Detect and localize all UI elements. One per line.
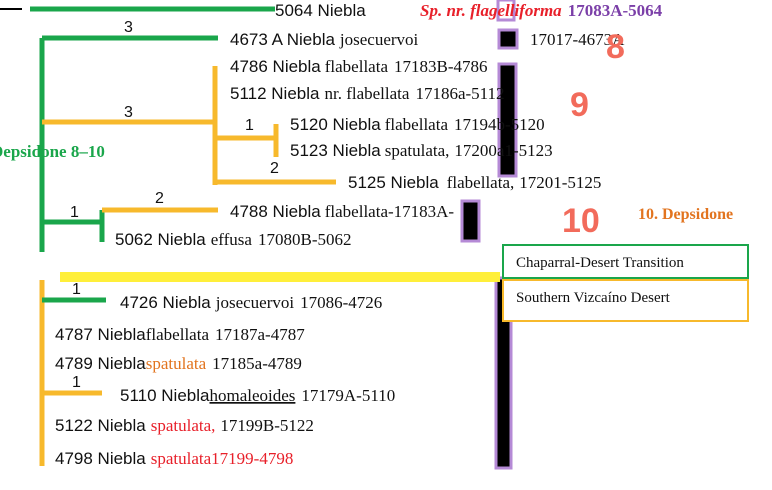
species: flabellata [385, 115, 449, 134]
taxon-label: 4787 Nieblaflabellata 17187a-4787 [55, 325, 305, 344]
group-number: 8 [606, 28, 625, 66]
support: 2 [155, 190, 164, 207]
taxon-name: 4787 Niebla [55, 325, 146, 344]
species: josecuervoi [215, 293, 295, 312]
taxon-label: 5125 Niebla flabellata, 17201-5125 [348, 173, 601, 192]
code: 17179A-5110 [301, 386, 395, 405]
support: 1 [72, 281, 81, 298]
support: 1 [245, 117, 254, 134]
bar [460, 199, 481, 243]
support: 1 [70, 204, 79, 221]
species: flabellata [325, 57, 389, 76]
support: 3 [124, 19, 133, 36]
bar [497, 62, 518, 178]
species: nr. flabellata [324, 84, 409, 103]
taxon-name: 4786 Niebla [230, 57, 321, 76]
code: 17187a-4787 [215, 325, 305, 344]
taxon-name: 5062 Niebla [115, 230, 206, 249]
clade-label: 10. Depsidone [638, 206, 733, 223]
taxon-name: 5110 Niebla [120, 386, 210, 405]
legend-box [502, 244, 749, 279]
taxon-label: 5120 Niebla flabellata 17194b-5120 [290, 115, 545, 134]
support: 2 [270, 160, 279, 177]
species: flabellata, [447, 173, 515, 192]
species: spatulata [146, 354, 207, 373]
code: 17185a-4789 [212, 354, 302, 373]
group-number: 10 [562, 202, 600, 240]
taxon-name: 5064 Niebla [275, 1, 366, 20]
taxon-name: 4673 A Niebla [230, 30, 335, 49]
code: 17080B-5062 [258, 230, 352, 249]
taxon-name: 5122 Niebla [55, 416, 146, 435]
bar [497, 28, 519, 50]
taxon-label: 5110 Nieblahomaleoides 17179A-5110 [120, 386, 395, 405]
species: spatulata17199-4798 [151, 449, 294, 468]
code: 17199B-5122 [220, 416, 314, 435]
code: 17200a1-5123 [454, 141, 552, 160]
support: 3 [124, 104, 133, 121]
code: 17194b-5120 [454, 115, 545, 134]
taxon-label: 5112 Niebla nr. flabellata 17186a-5112 [230, 84, 505, 103]
taxon-label: 5062 Niebla effusa 17080B-5062 [115, 230, 351, 249]
legend-box [502, 279, 749, 322]
taxon-name: 5120 Niebla [290, 115, 381, 134]
species: spatulata, [151, 416, 216, 435]
clade-label: Depsidone 8–10 [0, 142, 105, 161]
taxon-name: 5125 Niebla [348, 173, 439, 192]
species: effusa [211, 230, 253, 249]
taxon-label: 5122 Niebla spatulata, 17199B-5122 [55, 416, 314, 435]
highlight [60, 272, 500, 282]
code: 17017-4673A [530, 30, 625, 49]
taxon-label: 5064 Niebla Sp. nr. flagelliforma 17083A-5… [275, 1, 663, 20]
taxon-label: 4798 Niebla spatulata17199-4798 [55, 449, 293, 468]
taxon-label: 4673 A Niebla josecuervoi 17017-4673A [230, 30, 625, 49]
code: 17186a-5112 [415, 84, 504, 103]
taxon-name: 4788 Niebla [230, 202, 321, 221]
group-number: 9 [570, 86, 589, 124]
taxon-label: 4789 Nieblaspatulata 17185a-4789 [55, 354, 302, 373]
taxon-label: 4786 Niebla flabellata 17183B-4786 [230, 57, 488, 76]
taxon-name: 4798 Niebla [55, 449, 146, 468]
legend-label: Chaparral-Desert Transition [516, 255, 684, 271]
taxon-label: 5123 Niebla spatulata, 17200a1-5123 [290, 141, 553, 160]
taxon-name: 4789 Niebla [55, 354, 146, 373]
code: 17183B-4786 [394, 57, 488, 76]
species: homaleoides [209, 386, 295, 405]
species: josecuervoi [339, 30, 419, 49]
code: 17083A-5064 [568, 1, 663, 20]
taxon-name: 4726 Niebla [120, 293, 211, 312]
taxon-name: 5123 Niebla [290, 141, 381, 160]
bar [496, 0, 516, 22]
taxon-name: 5112 Niebla [230, 84, 320, 103]
code: 17086-4726 [300, 293, 382, 312]
species: flabellata-17183A- [325, 202, 455, 221]
support: 1 [72, 374, 81, 391]
species: Sp. nr. flagelliforma [420, 1, 562, 20]
code: 17201-5125 [519, 173, 601, 192]
taxon-label: 4726 Niebla josecuervoi 17086-4726 [120, 293, 382, 312]
species: spatulata, [385, 141, 450, 160]
species: flabellata [146, 325, 210, 344]
taxon-label: 4788 Niebla flabellata-17183A- [230, 202, 454, 221]
legend-label: Southern Vizcaíno Desert [516, 290, 671, 306]
